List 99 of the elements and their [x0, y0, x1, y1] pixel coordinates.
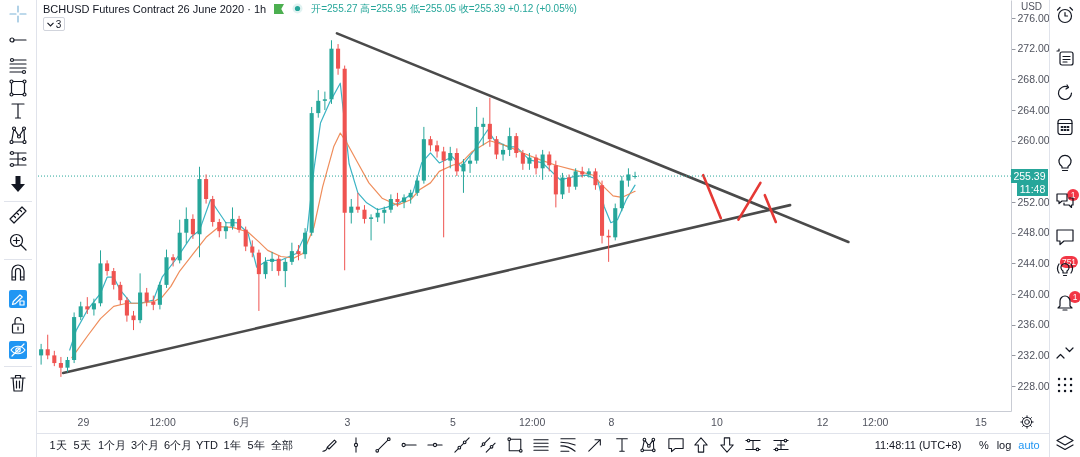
candlestick — [435, 140, 440, 159]
candlestick — [534, 154, 539, 175]
candlestick — [402, 193, 407, 209]
candlestick — [144, 287, 149, 307]
y-tick-label: 272.00 — [1017, 42, 1050, 55]
x-tick-label: 29 — [77, 415, 90, 428]
candlestick — [270, 251, 275, 272]
candlestick — [448, 146, 453, 169]
x-tick-label: 6月 — [233, 415, 251, 428]
candlestick — [514, 132, 519, 159]
candlestick — [540, 149, 545, 181]
y-tick-label: 252.00 — [1017, 195, 1050, 208]
x-tick-label: 3 — [344, 415, 351, 428]
x-tick-label: 5 — [450, 415, 457, 428]
y-tick-label: 260.00 — [1017, 134, 1050, 147]
text: auto — [1018, 438, 1040, 452]
candlestick — [362, 204, 367, 225]
notification-badge: 1 — [1069, 291, 1080, 303]
x-tick-label: 12:00 — [862, 415, 889, 428]
candlestick — [45, 334, 50, 360]
x-tick-label: 10 — [711, 415, 723, 428]
candlestick — [336, 43, 341, 76]
y-tick-label: 236.00 — [1017, 318, 1050, 331]
candlestick — [58, 356, 63, 378]
candlestick — [184, 206, 189, 244]
candlestick — [441, 146, 446, 238]
candlestick — [369, 213, 374, 241]
candlestick — [230, 206, 235, 231]
candlestick — [520, 149, 525, 171]
candlestick — [507, 127, 512, 157]
candlestick — [487, 97, 492, 148]
candlestick — [91, 298, 96, 317]
candlestick — [171, 253, 176, 267]
line-series — [69, 82, 636, 351]
text: 11:48:11 (UTC+8) — [874, 438, 962, 452]
candlestick — [283, 258, 288, 288]
candlestick — [131, 310, 136, 331]
text: 全部 — [271, 438, 293, 452]
y-tick-label: 268.00 — [1017, 72, 1050, 85]
y-tick-label: 228.00 — [1017, 379, 1050, 392]
candlestick — [415, 177, 420, 197]
text: % — [979, 438, 989, 452]
chart-title: BCHUSD Futures Contract 26 June 2020 · 1h — [43, 2, 267, 15]
y-axis-title: USD — [1020, 0, 1043, 12]
text: YTD — [196, 438, 218, 452]
candlestick — [276, 255, 281, 277]
candlestick — [316, 89, 321, 119]
y-tick-label: 276.00 — [1017, 11, 1050, 24]
candlestick — [468, 155, 473, 174]
candlestick — [263, 256, 268, 280]
candlestick — [217, 218, 222, 238]
candlestick — [289, 242, 294, 266]
candlestick — [39, 343, 44, 366]
x-tick-label: 12 — [816, 415, 829, 428]
candlestick — [626, 167, 631, 188]
candlestick — [501, 143, 506, 162]
candlestick — [388, 193, 393, 214]
candlestick — [481, 117, 486, 146]
ref-line-label: 255.39 — [1011, 169, 1048, 184]
text: 6个月 — [163, 438, 193, 452]
x-tick-label: 12:00 — [149, 415, 176, 428]
candlestick — [349, 198, 354, 225]
x-tick-label: 8 — [608, 415, 615, 428]
text: 11:48 — [1017, 183, 1048, 197]
text: 3个月 — [130, 438, 160, 452]
candlestick — [111, 267, 116, 290]
candlestick — [105, 259, 110, 277]
text: 1天 — [49, 438, 67, 452]
candlestick — [78, 301, 83, 321]
candlestick — [124, 296, 129, 323]
x-tick-label: 12:00 — [519, 415, 546, 428]
annotation: 3 — [55, 18, 62, 30]
y-tick-label: 232.00 — [1017, 348, 1050, 361]
candlestick — [190, 213, 195, 240]
x-tick-label: 15 — [975, 415, 987, 428]
y-tick-label: 264.00 — [1017, 103, 1050, 116]
candlestick — [322, 91, 327, 111]
candlestick — [454, 147, 459, 177]
candlestick — [210, 195, 215, 228]
candlestick — [547, 150, 552, 172]
candlestick — [567, 173, 572, 194]
y-tick-label: 240.00 — [1017, 287, 1050, 300]
candlestick — [355, 192, 360, 214]
candlestick — [243, 226, 248, 252]
candlestick — [256, 249, 261, 312]
candlestick — [593, 167, 598, 191]
candlestick — [204, 173, 209, 205]
candlestick — [303, 227, 308, 260]
candlestick — [494, 135, 499, 160]
candlestick — [118, 281, 123, 306]
text: log — [996, 438, 1012, 452]
chart-subtitle: 开=255.27 高=255.95 低=255.05 收=255.39 +0.12 (+0.05%) — [311, 1, 577, 16]
text: 5天 — [73, 438, 91, 452]
y-tick-label: 244.00 — [1017, 256, 1050, 269]
y-tick-label: 248.00 — [1017, 226, 1050, 239]
candlestick — [157, 281, 162, 310]
text: 1年 — [223, 438, 241, 452]
text: 5年 — [247, 438, 265, 452]
text: 1个月 — [97, 438, 127, 452]
